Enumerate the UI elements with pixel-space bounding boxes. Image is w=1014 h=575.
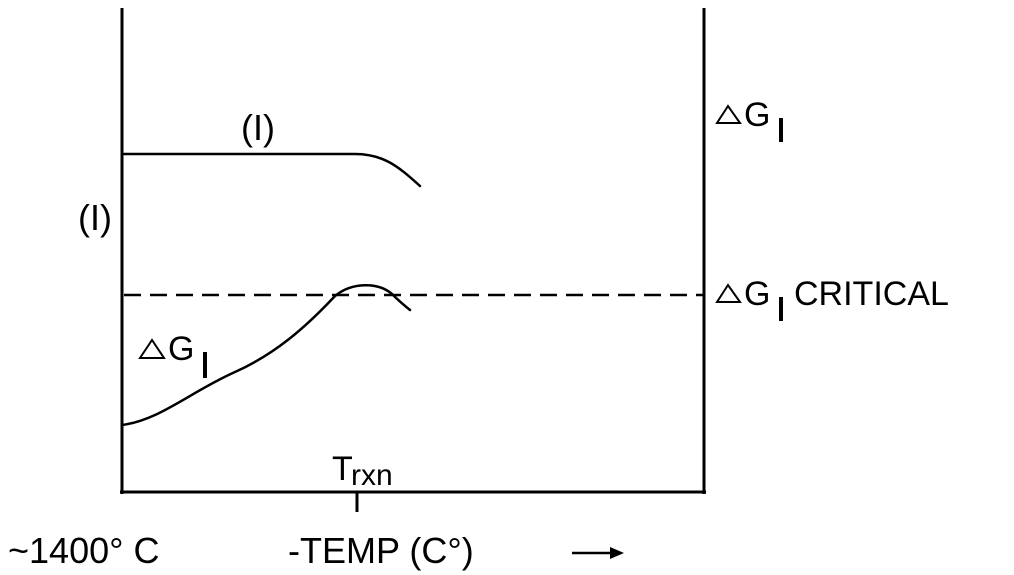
- axis-arrow-icon: [572, 547, 624, 559]
- svg-text:G: G: [744, 96, 770, 134]
- series-line-I: [122, 152, 422, 188]
- svg-text:G: G: [744, 275, 770, 313]
- svg-text:CRITICAL: CRITICAL: [794, 275, 949, 313]
- series-line-deltaGI: [120, 284, 412, 427]
- right-label-deltaGI-critical: G CRITICAL: [715, 275, 949, 321]
- delta-triangle-icon: [715, 104, 742, 124]
- right-label-deltaGI: G: [715, 96, 783, 142]
- svg-text:T: T: [332, 450, 353, 488]
- side-label-I: (I): [78, 197, 112, 238]
- x-axis-label: -TEMP (C°): [288, 530, 474, 571]
- trxn-label: T rxn: [332, 450, 393, 492]
- delta-triangle-icon: [138, 338, 166, 359]
- series-label-deltaGI: G: [138, 330, 207, 378]
- series-label-I: (I): [241, 107, 275, 148]
- svg-text:G: G: [168, 330, 194, 368]
- svg-text:rxn: rxn: [351, 459, 393, 492]
- delta-triangle-icon: [715, 283, 742, 303]
- x-tick-left-label: ~1400° C: [8, 530, 160, 571]
